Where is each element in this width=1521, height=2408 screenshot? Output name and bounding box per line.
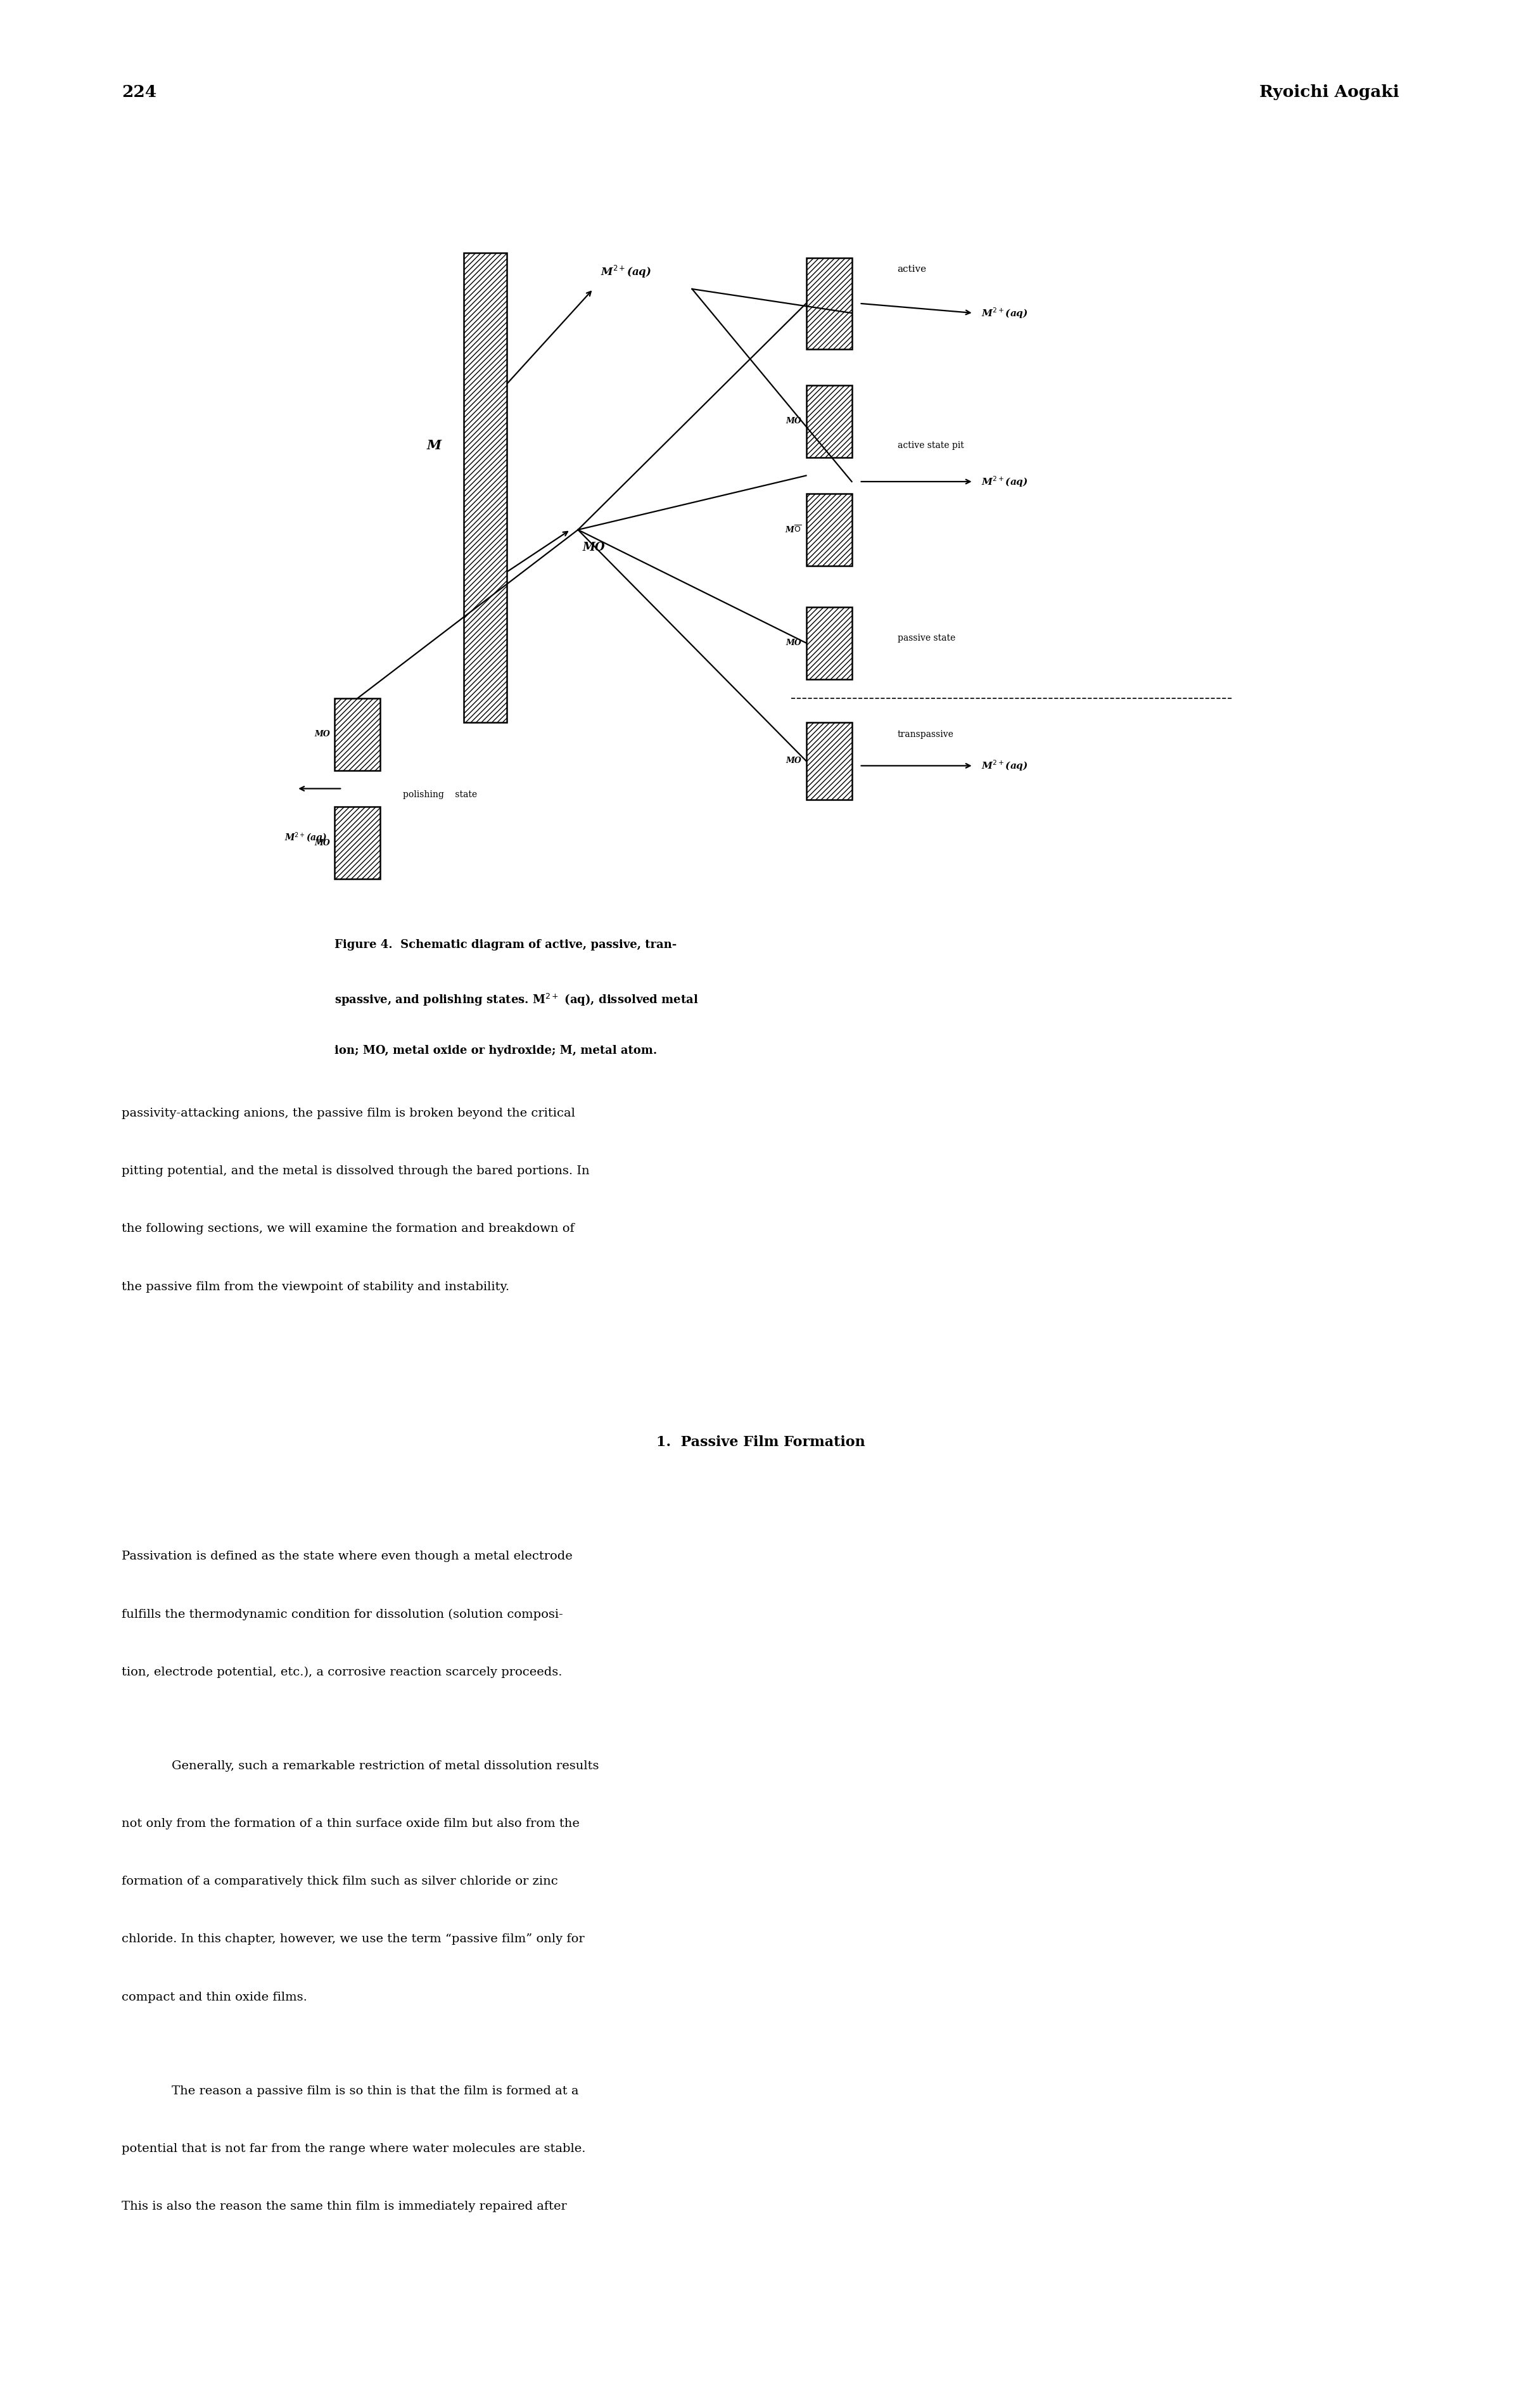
Text: active state pit: active state pit — [897, 441, 964, 450]
Text: formation of a comparatively thick film such as silver chloride or zinc: formation of a comparatively thick film … — [122, 1876, 558, 1888]
Text: ion; MO, metal oxide or hydroxide; M, metal atom.: ion; MO, metal oxide or hydroxide; M, me… — [335, 1045, 657, 1057]
Text: not only from the formation of a thin surface oxide film but also from the: not only from the formation of a thin su… — [122, 1818, 580, 1830]
Text: M: M — [426, 438, 441, 453]
Text: compact and thin oxide films.: compact and thin oxide films. — [122, 1991, 307, 2003]
Text: The reason a passive film is so thin is that the film is formed at a: The reason a passive film is so thin is … — [172, 2085, 580, 2097]
Text: potential that is not far from the range where water molecules are stable.: potential that is not far from the range… — [122, 2143, 586, 2155]
Text: active: active — [897, 265, 926, 275]
Text: Figure 4.  Schematic diagram of active, passive, tran-: Figure 4. Schematic diagram of active, p… — [335, 939, 677, 951]
Text: MO: MO — [786, 417, 802, 426]
Text: MO: MO — [315, 730, 330, 739]
Bar — [806, 385, 852, 458]
Text: the passive film from the viewpoint of stability and instability.: the passive film from the viewpoint of s… — [122, 1281, 510, 1293]
Text: Generally, such a remarkable restriction of metal dissolution results: Generally, such a remarkable restriction… — [172, 1760, 599, 1772]
Text: transpassive: transpassive — [897, 730, 954, 739]
Text: M$^{2+}$(aq): M$^{2+}$(aq) — [284, 831, 327, 845]
Text: tion, electrode potential, etc.), a corrosive reaction scarcely proceeds.: tion, electrode potential, etc.), a corr… — [122, 1666, 563, 1678]
Text: passivity-attacking anions, the passive film is broken beyond the critical: passivity-attacking anions, the passive … — [122, 1108, 575, 1120]
Text: spassive, and polishing states. M$^{2+}$ (aq), dissolved metal: spassive, and polishing states. M$^{2+}$… — [335, 992, 698, 1007]
Bar — [806, 607, 852, 679]
Text: 1.  Passive Film Formation: 1. Passive Film Formation — [656, 1435, 865, 1450]
Text: chloride. In this chapter, however, we use the term “passive film” only for: chloride. In this chapter, however, we u… — [122, 1934, 584, 1946]
Text: M$^{2+}$(aq): M$^{2+}$(aq) — [601, 265, 651, 279]
Text: M$^{2+}$(aq): M$^{2+}$(aq) — [981, 474, 1028, 489]
Text: 224: 224 — [122, 84, 157, 101]
Text: the following sections, we will examine the formation and breakdown of: the following sections, we will examine … — [122, 1223, 575, 1235]
Text: MO: MO — [315, 838, 330, 848]
Text: pitting potential, and the metal is dissolved through the bared portions. In: pitting potential, and the metal is diss… — [122, 1165, 590, 1178]
Bar — [335, 698, 380, 771]
Text: M$^{2+}$(aq): M$^{2+}$(aq) — [981, 759, 1028, 773]
Text: polishing    state: polishing state — [403, 790, 478, 799]
Text: This is also the reason the same thin film is immediately repaired after: This is also the reason the same thin fi… — [122, 2201, 567, 2213]
Text: M$\overline{\rm O}$: M$\overline{\rm O}$ — [785, 525, 802, 535]
Bar — [806, 494, 852, 566]
Text: MO: MO — [583, 542, 605, 554]
Bar — [806, 258, 852, 349]
Text: Ryoichi Aogaki: Ryoichi Aogaki — [1259, 84, 1399, 101]
Bar — [806, 722, 852, 799]
Text: MO: MO — [786, 756, 802, 766]
Text: fulfills the thermodynamic condition for dissolution (solution composi-: fulfills the thermodynamic condition for… — [122, 1609, 563, 1621]
Bar — [464, 253, 506, 722]
Bar — [335, 807, 380, 879]
Text: Passivation is defined as the state where even though a metal electrode: Passivation is defined as the state wher… — [122, 1551, 572, 1563]
Text: M$^{2+}$(aq): M$^{2+}$(aq) — [981, 306, 1028, 320]
Text: passive state: passive state — [897, 633, 955, 643]
Text: MO: MO — [786, 638, 802, 648]
